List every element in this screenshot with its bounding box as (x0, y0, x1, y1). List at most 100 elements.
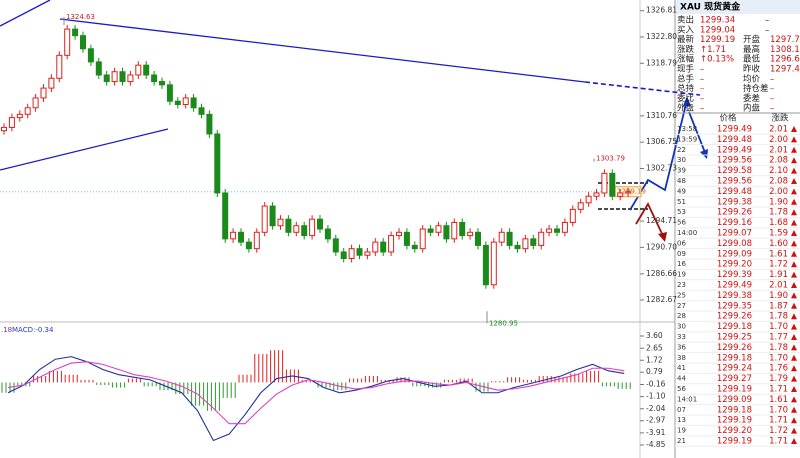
tick-change: 1.70 (769, 322, 788, 332)
up-arrow (791, 198, 797, 205)
up-arrow (791, 427, 797, 434)
tick-price: 1299.48 (717, 187, 752, 197)
quote-label: 涨幅 (677, 54, 695, 65)
price-tick-label: 1290.70 (646, 242, 677, 251)
tick-change: 1.78 (769, 312, 788, 322)
quote-value: 1299.19 (700, 35, 735, 45)
quote-label: 卖出 (677, 15, 694, 26)
macd-tick-label: 2.65 (646, 343, 663, 352)
candle (174, 100, 181, 105)
tick-price: 1299.56 (717, 156, 752, 166)
candle (1, 126, 7, 132)
tick-price: 1299.25 (717, 333, 752, 343)
candle (48, 77, 55, 89)
up-arrow (791, 188, 797, 195)
candle (16, 113, 23, 119)
candle (554, 228, 560, 233)
arrow-head (683, 96, 691, 106)
candle (269, 205, 276, 227)
candle (198, 107, 205, 115)
tick-price: 1299.20 (717, 260, 752, 270)
up-arrow (791, 146, 797, 153)
trend-line-projection (584, 81, 701, 96)
quote-label: 最高 (743, 44, 760, 55)
tick-change: 2.00 (769, 187, 788, 197)
tick-time: 16 (677, 260, 686, 268)
tick-time: 09 (677, 250, 686, 258)
tick-price: 1299.18 (717, 405, 752, 415)
price-tick-label: 1282.67 (646, 295, 677, 304)
candle (261, 205, 268, 233)
candle (530, 238, 537, 246)
candle (103, 74, 110, 83)
tick-time: 13 (677, 416, 686, 424)
tick-price: 1299.08 (717, 239, 752, 249)
candle (293, 225, 300, 233)
tick-time: 30 (677, 323, 686, 331)
quote-label: – (765, 16, 769, 26)
tick-time: 49 (677, 187, 686, 195)
price-tick-label: 1306.75 (646, 137, 677, 146)
candle (498, 231, 505, 243)
candle (435, 225, 442, 233)
candle (348, 248, 355, 260)
quote-label: 开盘 (743, 34, 761, 45)
quote-value: – (770, 104, 774, 114)
price-tick-label: 1286.66 (646, 269, 677, 278)
candle (569, 208, 576, 223)
tick-change: 1.78 (769, 343, 788, 353)
macd-tick-label: -3.91 (646, 428, 666, 437)
tick-time: 51 (677, 198, 686, 206)
tick-change: 1.71 (769, 385, 788, 395)
tick-time: 06 (677, 239, 686, 247)
candle (625, 191, 632, 194)
macd-line (7, 356, 625, 442)
tick-time: 44 (677, 375, 686, 383)
candle (119, 71, 126, 83)
quote-value: ↑0.13% (700, 55, 734, 65)
candle (277, 218, 284, 227)
tick-price: 1299.09 (717, 395, 752, 405)
quote-value: ↑1.71 (700, 45, 726, 55)
tick-time: 28 (677, 312, 686, 320)
extreme-label: 1324.63 (66, 13, 95, 21)
up-arrow (791, 282, 797, 288)
tick-change: 2.10 (769, 166, 788, 176)
tick-time: 36 (677, 343, 686, 351)
quote-label: 最新 (677, 34, 695, 45)
candle (617, 192, 624, 197)
quote-label: 均价 (743, 73, 761, 84)
up-arrow (791, 417, 797, 424)
tick-time: 48 (677, 177, 686, 185)
quote-value: – (770, 74, 774, 84)
tick-time: 33 (677, 333, 686, 341)
up-arrow (791, 323, 797, 330)
tick-time: 38 (677, 354, 686, 362)
candle (285, 218, 292, 233)
candle (467, 231, 474, 237)
tick-change: 2.08 (769, 156, 788, 166)
candle (190, 97, 197, 109)
tick-change: 1.71 (769, 437, 788, 447)
up-arrow (791, 438, 797, 444)
up-arrow (791, 302, 797, 309)
candle (238, 231, 244, 243)
macd-label: .18 (1, 326, 12, 334)
panel-title-bar (676, 0, 800, 14)
tick-change: 1.61 (769, 395, 788, 405)
quote-value: 1308.11 (770, 45, 800, 55)
tick-time: 27 (677, 302, 686, 310)
candle (214, 133, 221, 194)
candle (253, 231, 260, 250)
tick-change: 1.70 (769, 405, 788, 415)
tick-time: 22 (677, 146, 686, 154)
tick-change: 1.91 (769, 270, 788, 280)
tick-price: 1299.49 (717, 125, 752, 135)
quote-panel: XAU 现货黄金 价格 涨跌 卖出 1299.34 – 买入 1299.04 – 最新 129… (675, 0, 800, 447)
quote-value: – (770, 84, 774, 94)
quote-label: – (765, 25, 769, 35)
candle (490, 241, 497, 286)
tick-price: 1299.09 (717, 249, 752, 259)
tick-price: 1299.38 (717, 197, 752, 207)
